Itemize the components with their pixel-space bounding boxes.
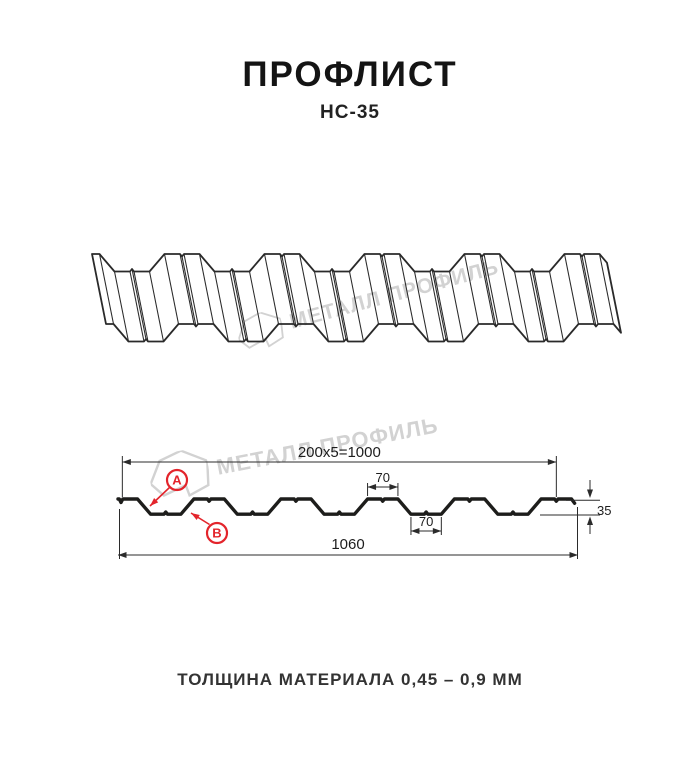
technical-drawing: 200x5=1000 70 70 1060 35 A B — [91, 253, 622, 559]
dim-label-flange-top: 70 — [376, 470, 390, 485]
page-root: { "header": { "title": "ПРОФЛИСТ", "subt… — [0, 57, 700, 757]
callout-a: A — [149, 468, 189, 507]
page-title: ПРОФЛИСТ — [242, 55, 458, 94]
cross-section-view — [116, 497, 577, 516]
dim-label-cover-width: 200x5=1000 — [298, 444, 381, 461]
perspective-view — [91, 253, 622, 343]
dim-label-height: 35 — [597, 503, 611, 518]
callout-label: A — [172, 473, 182, 488]
dim-label-flange-bottom: 70 — [419, 514, 433, 529]
header: ПРОФЛИСТ НС-35 — [0, 57, 700, 124]
material-thickness-note: ТОЛЩИНА МАТЕРИАЛА 0,45 – 0,9 ММ — [177, 670, 523, 689]
page-subtitle: НС-35 — [320, 102, 380, 123]
profile-outline — [116, 497, 577, 516]
callout-label: B — [212, 526, 221, 541]
callout-b: B — [190, 512, 229, 545]
dim-label-total-width: 1060 — [331, 536, 364, 553]
